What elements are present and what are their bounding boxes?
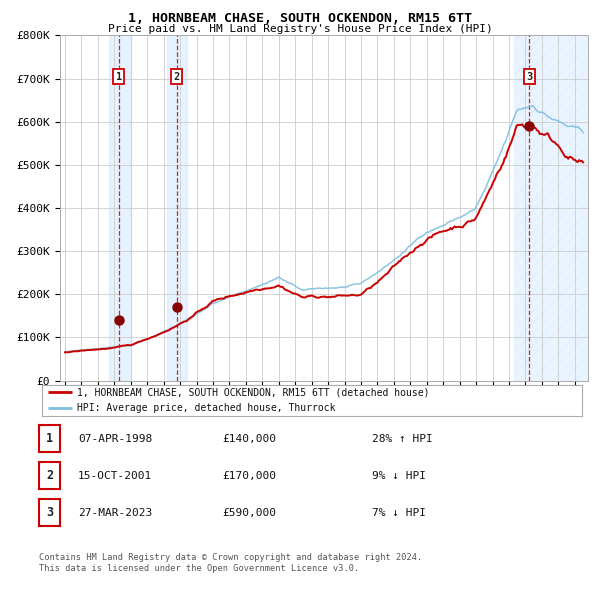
Bar bbox=[514, 35, 591, 381]
Text: £140,000: £140,000 bbox=[222, 434, 276, 444]
Text: 1, HORNBEAM CHASE, SOUTH OCKENDON, RM15 6TT (detached house): 1, HORNBEAM CHASE, SOUTH OCKENDON, RM15 … bbox=[77, 388, 430, 398]
Text: 1, HORNBEAM CHASE, SOUTH OCKENDON, RM15 6TT: 1, HORNBEAM CHASE, SOUTH OCKENDON, RM15 … bbox=[128, 12, 472, 25]
Text: 2: 2 bbox=[46, 469, 53, 482]
Text: £590,000: £590,000 bbox=[222, 509, 276, 518]
Text: 28% ↑ HPI: 28% ↑ HPI bbox=[372, 434, 433, 444]
Text: 1: 1 bbox=[116, 72, 122, 82]
Text: 9% ↓ HPI: 9% ↓ HPI bbox=[372, 471, 426, 481]
Text: Price paid vs. HM Land Registry's House Price Index (HPI): Price paid vs. HM Land Registry's House … bbox=[107, 24, 493, 34]
Bar bbox=[167, 35, 187, 381]
Text: 3: 3 bbox=[526, 72, 533, 82]
Text: 7% ↓ HPI: 7% ↓ HPI bbox=[372, 509, 426, 518]
Text: 27-MAR-2023: 27-MAR-2023 bbox=[78, 509, 152, 518]
Text: 07-APR-1998: 07-APR-1998 bbox=[78, 434, 152, 444]
Text: 3: 3 bbox=[46, 506, 53, 519]
Bar bbox=[109, 35, 131, 381]
Text: 15-OCT-2001: 15-OCT-2001 bbox=[78, 471, 152, 481]
Text: Contains HM Land Registry data © Crown copyright and database right 2024.: Contains HM Land Registry data © Crown c… bbox=[39, 553, 422, 562]
Text: This data is licensed under the Open Government Licence v3.0.: This data is licensed under the Open Gov… bbox=[39, 564, 359, 573]
Text: £170,000: £170,000 bbox=[222, 471, 276, 481]
Text: HPI: Average price, detached house, Thurrock: HPI: Average price, detached house, Thur… bbox=[77, 403, 335, 413]
Text: 1: 1 bbox=[46, 432, 53, 445]
Text: 2: 2 bbox=[173, 72, 180, 82]
